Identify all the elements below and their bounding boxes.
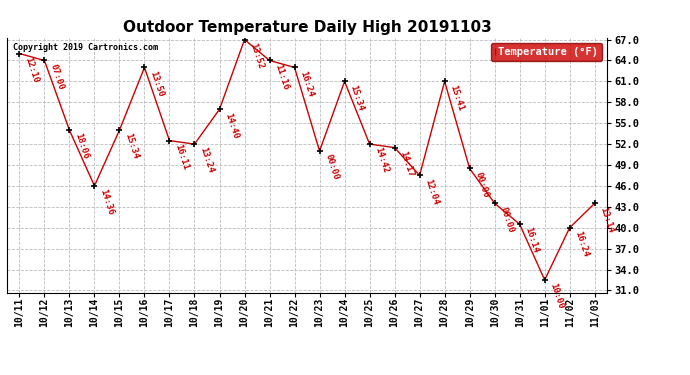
- Text: 14:17: 14:17: [398, 150, 415, 178]
- Text: 16:24: 16:24: [298, 69, 315, 98]
- Text: 16:24: 16:24: [573, 230, 591, 258]
- Text: 13:50: 13:50: [148, 69, 165, 98]
- Text: 13:52: 13:52: [248, 42, 265, 70]
- Text: 13:24: 13:24: [198, 146, 215, 174]
- Text: 11:16: 11:16: [273, 63, 290, 91]
- Text: 12:10: 12:10: [23, 56, 40, 84]
- Title: Outdoor Temperature Daily High 20191103: Outdoor Temperature Daily High 20191103: [123, 20, 491, 35]
- Text: 15:41: 15:41: [448, 84, 465, 112]
- Text: 15:34: 15:34: [124, 132, 140, 160]
- Text: 14:36: 14:36: [98, 188, 115, 216]
- Legend: Temperature (°F): Temperature (°F): [491, 43, 602, 61]
- Text: 07:00: 07:00: [48, 63, 65, 91]
- Text: 18:06: 18:06: [73, 132, 90, 160]
- Text: 16:14: 16:14: [524, 226, 540, 255]
- Text: 10:00: 10:00: [549, 282, 565, 310]
- Text: 00:00: 00:00: [324, 153, 340, 182]
- Text: 12:04: 12:04: [424, 177, 440, 206]
- Text: 00:00: 00:00: [498, 206, 515, 234]
- Text: 16:11: 16:11: [173, 143, 190, 171]
- Text: 14:40: 14:40: [224, 111, 240, 140]
- Text: 00:00: 00:00: [473, 171, 491, 199]
- Text: 14:42: 14:42: [373, 146, 391, 174]
- Text: Copyright 2019 Cartronics.com: Copyright 2019 Cartronics.com: [13, 43, 158, 52]
- Text: 13:14: 13:14: [598, 206, 615, 234]
- Text: 15:34: 15:34: [348, 84, 365, 112]
